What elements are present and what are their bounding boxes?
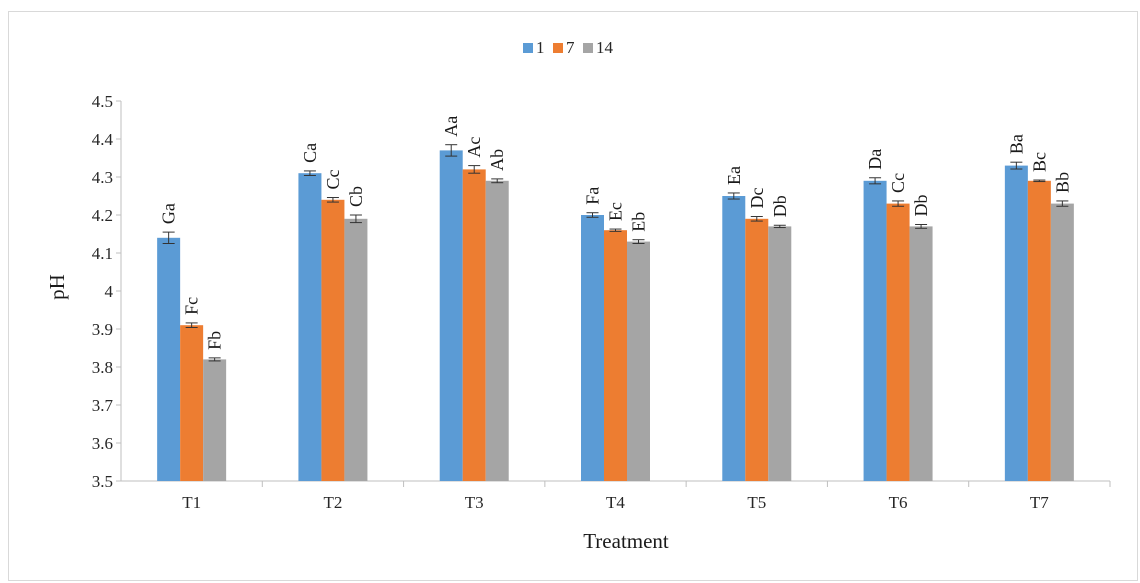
x-tick-label: T5 [747,493,766,512]
bar [604,230,627,481]
legend-swatch [523,43,533,53]
bar [1027,180,1051,482]
y-tick-label: 4 [105,282,114,301]
data-label: Ac [464,137,484,158]
bar [1004,165,1028,481]
x-tick-label: T4 [606,493,625,512]
data-label: Aa [441,116,461,137]
bar [462,169,486,481]
x-tick-label: T1 [182,493,201,512]
bar [909,226,933,481]
data-label: Cc [888,173,908,193]
data-label: Ba [1006,134,1026,154]
bar [485,180,509,482]
y-tick-label: 3.7 [92,396,114,415]
data-label: Da [865,149,885,170]
y-tick-label: 4.2 [92,206,113,225]
bar [321,199,345,482]
y-tick-label: 4.4 [92,130,114,149]
x-tick-label: T7 [1030,493,1049,512]
data-label: Ga [159,203,179,224]
bar [627,241,650,481]
legend: 1 7 14 [523,38,614,57]
y-tick-label: 3.6 [92,434,113,453]
bar [344,218,368,482]
bar [439,150,463,481]
data-label: Bc [1029,152,1049,172]
data-label: Ea [724,166,744,185]
x-axis: T1 T2 T3 T4 T5 T6 T7 [121,480,1111,512]
x-tick-label: T2 [323,493,342,512]
data-label: Bb [1052,172,1072,193]
y-tick-label: 3.8 [92,358,113,377]
bar [886,203,910,481]
data-label: Fb [205,331,225,350]
x-axis-title: Treatment [583,529,669,553]
chart-frame [8,11,1138,581]
bar [863,180,887,482]
data-label: Fa [583,187,603,205]
data-label: Db [911,195,931,217]
bar [745,218,769,482]
data-label: Db [770,195,790,217]
data-label: Ab [487,149,507,171]
bar [298,173,322,481]
y-axis-title: pH [45,274,69,300]
data-label: Eb [629,212,649,232]
data-label: Cc [323,170,343,190]
bar [722,196,746,481]
x-tick-label: T6 [889,493,908,512]
y-tick-label: 4.1 [92,244,113,263]
bar [157,237,181,481]
y-tick-label: 4.3 [92,168,113,187]
bar [180,325,204,481]
y-tick-label: 3.5 [92,472,113,491]
bar [581,215,604,481]
bar [1050,203,1074,481]
data-label: Dc [747,188,767,209]
data-label: Ec [606,202,626,221]
y-axis: 3.5 3.6 3.7 3.8 3.9 4 4.1 4.2 4.3 4.4 4.5 [92,92,122,491]
data-label: Ca [300,143,320,163]
legend-label: 7 [566,38,575,57]
x-tick-label: T3 [465,493,484,512]
data-label: Cb [346,186,366,207]
y-tick-label: 4.5 [92,92,113,111]
legend-label: 1 [536,38,545,57]
legend-label: 14 [596,38,614,57]
legend-swatch [553,43,563,53]
bar [768,226,792,481]
y-tick-label: 3.9 [92,320,113,339]
legend-swatch [583,43,593,53]
data-label: Fc [182,297,202,315]
bar [203,359,227,481]
